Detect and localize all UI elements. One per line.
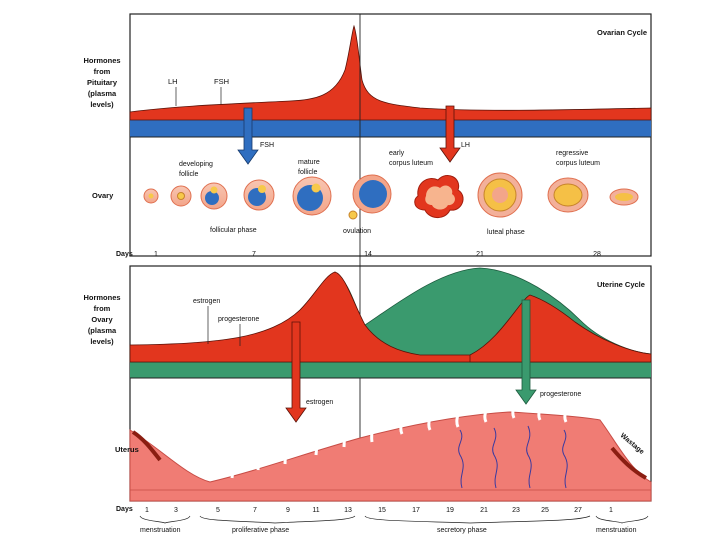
- developing-follicle-label-1: developing: [179, 161, 213, 168]
- day-tick: 15: [378, 507, 386, 514]
- menstrual-shedding-left: [131, 430, 162, 462]
- regressive-corpus-luteum-label-1: regressive: [556, 150, 588, 157]
- day-tick: 7: [253, 507, 257, 514]
- uterine-days-label: Days: [116, 506, 133, 513]
- day-tick: 11: [312, 507, 319, 514]
- mature-follicle-label-2: follicle: [298, 169, 318, 176]
- day-tick: 9: [286, 507, 290, 514]
- day-tick: 7: [252, 251, 256, 258]
- proliferative-brace: [199, 515, 356, 524]
- day-tick: 28: [593, 251, 601, 258]
- ovary-hormone-label-line-4: (plasma: [88, 326, 117, 335]
- fsh-arrow-icon: [237, 107, 259, 165]
- ovary-stages: [143, 172, 639, 220]
- menstruation-end-brace: [595, 515, 649, 524]
- spiral-arteries: [458, 425, 568, 489]
- day-tick: 23: [512, 507, 520, 514]
- secretory-brace: [364, 515, 591, 524]
- day-tick: 17: [412, 507, 420, 514]
- lh-arrow-label: LH: [461, 142, 470, 149]
- estrogen-arrow-icon: [285, 321, 307, 423]
- progesterone-curve-label: progesterone: [218, 316, 259, 323]
- ovarian-cycle-title: Ovarian Cycle: [597, 28, 647, 37]
- regressive-corpus-luteum-label-2: corpus luteum: [556, 160, 600, 167]
- pituitary-baseline-band: [130, 120, 651, 137]
- pituitary-label-line-1: Hormones: [83, 56, 120, 65]
- day-tick: 14: [364, 251, 372, 258]
- day-tick: 21: [480, 507, 488, 514]
- day-tick: 21: [476, 251, 484, 258]
- uterine-cycle-title: Uterine Cycle: [597, 280, 645, 289]
- ovulation-label: ovulation: [343, 228, 371, 235]
- menstrual-shedding-right: [610, 446, 648, 480]
- released-ovum-icon: [348, 210, 358, 220]
- day-tick: 27: [574, 507, 582, 514]
- ovary-hormone-label-line-1: Hormones: [83, 293, 120, 302]
- day-tick: 25: [541, 507, 549, 514]
- menstruation-phase-label: menstruation: [140, 527, 181, 534]
- menstruation-brace: [139, 515, 191, 524]
- day-tick: 1: [154, 251, 158, 258]
- pituitary-label-line-4: (plasma: [88, 89, 117, 98]
- day-tick: 5: [216, 507, 220, 514]
- ovary-hormone-label-line-2: from: [94, 304, 111, 313]
- estrogen-second-rise: [469, 294, 652, 363]
- estrogen-curve-label: estrogen: [193, 298, 220, 305]
- pituitary-label-line-2: from: [94, 67, 111, 76]
- early-corpus-luteum-label-2: corpus luteum: [389, 160, 433, 167]
- proliferative-phase-label: proliferative phase: [232, 527, 289, 534]
- uterine-day-ticks: 1 3 5 7 9 11 13 15 17 19 21 23 25 27 1: [145, 507, 613, 514]
- early-corpus-luteum-label-1: early: [389, 150, 405, 157]
- endometrium-layer: [129, 411, 652, 502]
- pituitary-label-line-5: levels): [90, 100, 114, 109]
- lh-fsh-curve: [129, 24, 652, 121]
- estrogen-arrow-label: estrogen: [306, 399, 333, 406]
- ovarian-days-label: Days: [116, 251, 133, 258]
- uterine-glands: [230, 396, 568, 479]
- menstruation-end-label: menstruation: [596, 527, 637, 534]
- day-tick: 3: [174, 507, 178, 514]
- ovary-row-label: Ovary: [92, 191, 114, 200]
- lh-curve-label: LH: [168, 77, 178, 86]
- ovary-baseline-band: [130, 362, 651, 378]
- day-tick: 19: [446, 507, 454, 514]
- progesterone-arrow-icon: [515, 299, 537, 405]
- day-tick: 13: [344, 507, 352, 514]
- secretory-phase-label: secretory phase: [437, 527, 487, 534]
- fsh-arrow-label: FSH: [260, 142, 274, 149]
- progesterone-arrow-label: progesterone: [540, 391, 581, 398]
- day-tick: 1: [609, 507, 613, 514]
- day-tick: 1: [145, 507, 149, 514]
- developing-follicle-label-2: follicle: [179, 171, 199, 178]
- follicular-phase-label: follicular phase: [210, 227, 257, 234]
- ovary-hormone-label-line-3: Ovary: [91, 315, 113, 324]
- lh-arrow-icon: [439, 105, 461, 163]
- pituitary-label-line-3: Pituitary: [87, 78, 118, 87]
- estrogen-curve: [129, 271, 652, 363]
- mature-follicle-label-1: mature: [298, 159, 320, 166]
- luteal-phase-label: luteal phase: [487, 229, 525, 236]
- uterus-row-label: Uterus: [115, 445, 139, 454]
- fsh-curve-label: FSH: [214, 77, 229, 86]
- ovary-hormone-label-line-5: levels): [90, 337, 114, 346]
- ovarian-day-ticks: 1 7 14 21 28: [154, 251, 601, 258]
